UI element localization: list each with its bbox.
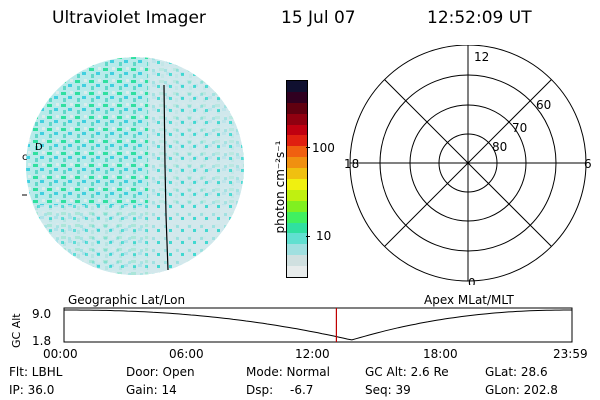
track-right-label: Apex MLat/MLT	[424, 293, 514, 307]
colorbar-segment	[287, 146, 307, 158]
globe-fragment-2: D	[35, 142, 43, 153]
globe-fragment-1: с	[22, 152, 28, 163]
colorbar-segment	[287, 91, 307, 103]
geographic-image-panel: с D	[22, 57, 244, 275]
observation-date: 15 Jul 07	[281, 8, 356, 28]
colorbar-tick-10: 10	[316, 229, 332, 243]
track-ytick-1.8: 1.8	[32, 334, 51, 348]
mlat-label-80: 80	[492, 140, 507, 154]
colorbar-segment	[287, 244, 307, 256]
info-glat: GLat: 28.6	[485, 365, 548, 379]
terminator-line	[163, 84, 169, 271]
color-bar	[286, 80, 308, 278]
track-xtick-0600: 06:00	[169, 347, 204, 361]
mlt-label-12: 12	[474, 50, 489, 64]
track-left-label: Geographic Lat/Lon	[68, 293, 186, 307]
uv-intensity-disk	[26, 57, 244, 275]
track-xtick-2359: 23:59	[553, 347, 588, 361]
colorbar-segment	[287, 168, 307, 180]
track-frame	[63, 307, 573, 343]
colorbar-segment	[287, 266, 307, 278]
colorbar-tickmark	[306, 236, 310, 237]
info-gain: Gain: 14	[126, 383, 177, 397]
altitude-curve	[64, 309, 572, 341]
mlt-label-6: 6	[584, 157, 592, 171]
colorbar-segment	[287, 135, 307, 147]
observation-time: 12:52:09 UT	[427, 8, 532, 28]
info-filter: Flt: LBHL	[9, 365, 63, 379]
mlt-label-18: 18	[344, 157, 359, 171]
colorbar-segment	[287, 222, 307, 234]
colorbar-segment	[287, 233, 307, 245]
track-xtick-1800: 18:00	[423, 347, 458, 361]
colorbar-segment	[287, 179, 307, 190]
polar-diagonal-2	[384, 79, 552, 247]
info-glon: GLon: 202.8	[485, 383, 558, 397]
colorbar-segment	[287, 124, 307, 136]
colorbar-segment	[287, 189, 307, 201]
colorbar-tick-100: 100	[312, 141, 335, 155]
colorbar-segment	[287, 255, 307, 267]
mlat-label-60: 60	[536, 98, 551, 112]
mlat-label-70: 70	[512, 121, 527, 135]
track-ytick-9: 9.0	[32, 307, 51, 321]
colorbar-segment	[287, 211, 307, 223]
info-dsp-label: Dsp:	[246, 383, 274, 397]
info-gc-alt: GC Alt: 2.6 Re	[365, 365, 449, 379]
altitude-track-plot: GC Alt 9.0 1.8	[10, 307, 573, 348]
info-mode: Mode: Normal	[246, 365, 330, 379]
mlt-label-0: 0	[468, 276, 476, 285]
track-xtick-0000: 00:00	[43, 347, 78, 361]
colorbar-segment	[287, 157, 307, 169]
colorbar-segment	[287, 102, 307, 114]
info-dsp-value: -6.7	[290, 383, 314, 397]
info-ip: IP: 36.0	[9, 383, 55, 397]
info-door: Door: Open	[126, 365, 195, 379]
colorbar-segment	[287, 113, 307, 125]
info-seq: Seq: 39	[365, 383, 411, 397]
colorbar-segment	[287, 81, 307, 92]
track-ylabel: GC Alt	[10, 313, 23, 348]
colorbar-unit-label: photon cm⁻²s⁻¹	[273, 140, 287, 234]
colorbar-tickmark	[306, 147, 310, 148]
polar-mlat-mlt-plot: 12 18 6 0 60 70 80	[344, 45, 592, 285]
colorbar-segment	[287, 200, 307, 212]
track-xtick-1200: 12:00	[295, 347, 330, 361]
instrument-title: Ultraviolet Imager	[52, 8, 206, 28]
